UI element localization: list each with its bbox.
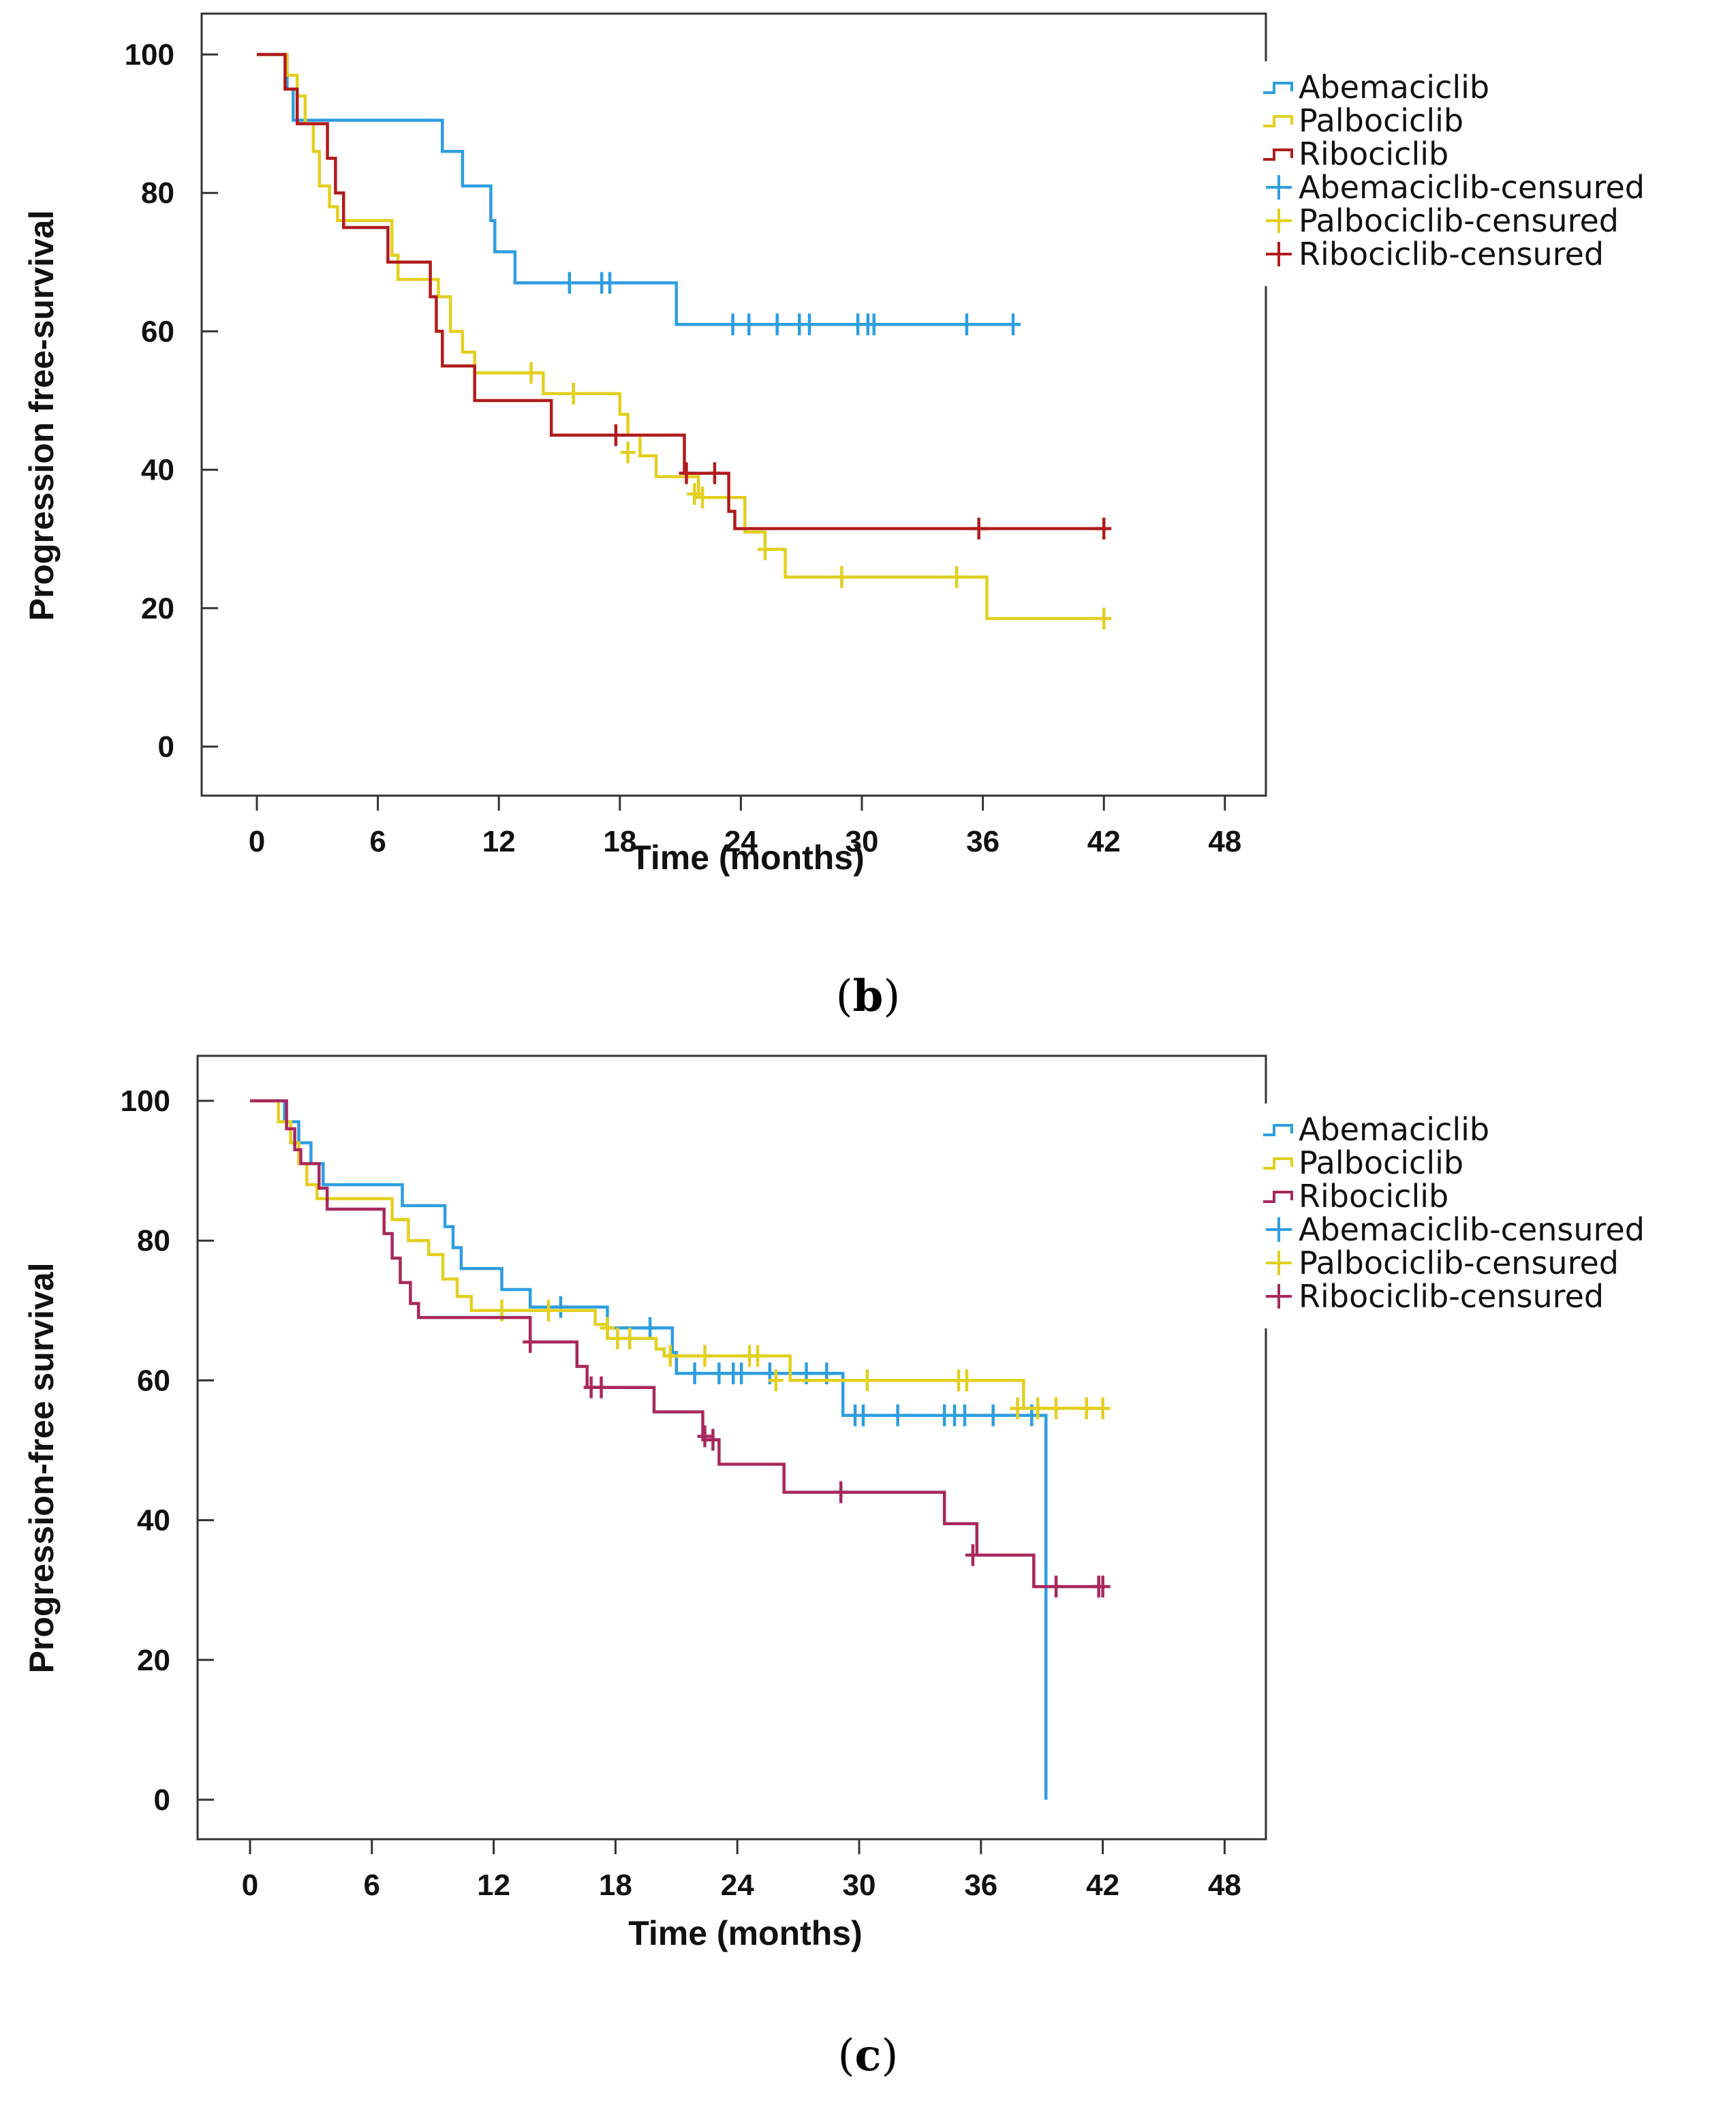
y-tick-label: 100 (125, 38, 174, 72)
y-tick-label: 40 (137, 1504, 170, 1537)
legend-label: Abemaciclib-censured (1299, 1211, 1645, 1248)
legend-label: Abemaciclib (1299, 69, 1489, 106)
legend-swatch-line (1263, 1191, 1293, 1203)
legend-label: Abemaciclib (1299, 1111, 1489, 1148)
x-axis-label: Time (months) (630, 839, 865, 877)
x-tick-label: 0 (242, 1869, 258, 1902)
x-tick-label: 48 (1208, 1869, 1241, 1902)
x-tick-label: 12 (482, 825, 516, 858)
caption-b: (b) (835, 971, 901, 1022)
y-tick-label: 60 (141, 315, 174, 348)
legend-label: Palbociclib (1299, 102, 1463, 139)
legend-label: Ribociclib-censured (1299, 236, 1604, 272)
legend-swatch-line (1263, 1124, 1293, 1136)
plot-frame (196, 1054, 1267, 1841)
x-tick-label: 24 (724, 825, 758, 858)
caption-b-label: b (852, 971, 884, 1022)
y-tick-label: 80 (137, 1224, 170, 1257)
x-tick-label: 36 (966, 825, 999, 858)
y-tick-label: 100 (121, 1084, 170, 1118)
chart-b-svg: 0 20 40 60 80 100 0 6 12 18 24 30 36 42 48 Time (months… (22, 12, 1680, 877)
km-line-palbociclib (250, 1099, 1103, 1410)
x-tick-label: 6 (369, 825, 386, 858)
y-tick-label: 0 (158, 730, 174, 764)
y-tick-label: 60 (137, 1364, 170, 1397)
y-tick-label: 0 (154, 1783, 170, 1817)
x-tick-label: 24 (721, 1869, 754, 1902)
legend-label: Palbociclib (1299, 1144, 1463, 1181)
x-tick-label: 18 (603, 825, 636, 858)
plot-frame (200, 12, 1267, 797)
caption-c-label: c (854, 2030, 882, 2081)
legend-label: Palbociclib-censured (1299, 202, 1619, 239)
caption-c: (c) (837, 2030, 899, 2081)
y-tick-label: 20 (141, 592, 174, 625)
legend-box (1258, 1104, 1680, 1328)
x-tick-label: 6 (364, 1869, 380, 1902)
x-tick-label: 30 (846, 825, 879, 858)
legend-box (1258, 61, 1680, 286)
x-tick-label: 12 (477, 1869, 510, 1902)
legend-swatch-line (1263, 82, 1293, 94)
y-tick-label: 80 (141, 176, 174, 210)
x-axis-label: Time (months) (628, 1914, 863, 1952)
x-tick-label: 36 (964, 1869, 997, 1902)
chart-c-svg: 0 20 40 60 80 100 0 6 12 18 24 30 36 42 48 Time (months… (22, 1054, 1680, 1952)
y-tick-label: 40 (141, 454, 174, 487)
x-tick-label: 48 (1208, 825, 1241, 858)
x-tick-label: 42 (1087, 825, 1121, 858)
legend-label: Ribociclib (1299, 136, 1448, 172)
legend-label: Ribociclib (1299, 1178, 1448, 1215)
legend-label: Palbociclib-censured (1299, 1245, 1619, 1281)
chart-panel-c: 0 20 40 60 80 100 0 6 12 18 24 30 36 42 48 Time (months… (0, 1042, 1736, 2037)
y-tick-label: 20 (137, 1644, 170, 1677)
y-axis-label: Progression free-survival (22, 210, 61, 621)
y-axis-label: Progression-free survival (22, 1262, 61, 1673)
km-line-ribociclib (257, 52, 1104, 531)
legend-label: Abemaciclib-censured (1299, 169, 1645, 206)
legend-swatch-line (1263, 1157, 1293, 1170)
km-line-abemaciclib (250, 1099, 1048, 1800)
x-tick-label: 0 (249, 825, 265, 858)
legend-swatch-line (1263, 149, 1293, 161)
legend-label: Ribociclib-censured (1299, 1278, 1604, 1315)
x-tick-label: 42 (1086, 1869, 1119, 1902)
legend-swatch-line (1263, 115, 1293, 127)
x-tick-label: 30 (843, 1869, 876, 1902)
km-line-palbociclib (257, 52, 1104, 621)
x-tick-label: 18 (599, 1869, 632, 1902)
chart-panel-b: 0 20 40 60 80 100 0 6 12 18 24 30 36 42 48 Time (months… (0, 0, 1736, 954)
